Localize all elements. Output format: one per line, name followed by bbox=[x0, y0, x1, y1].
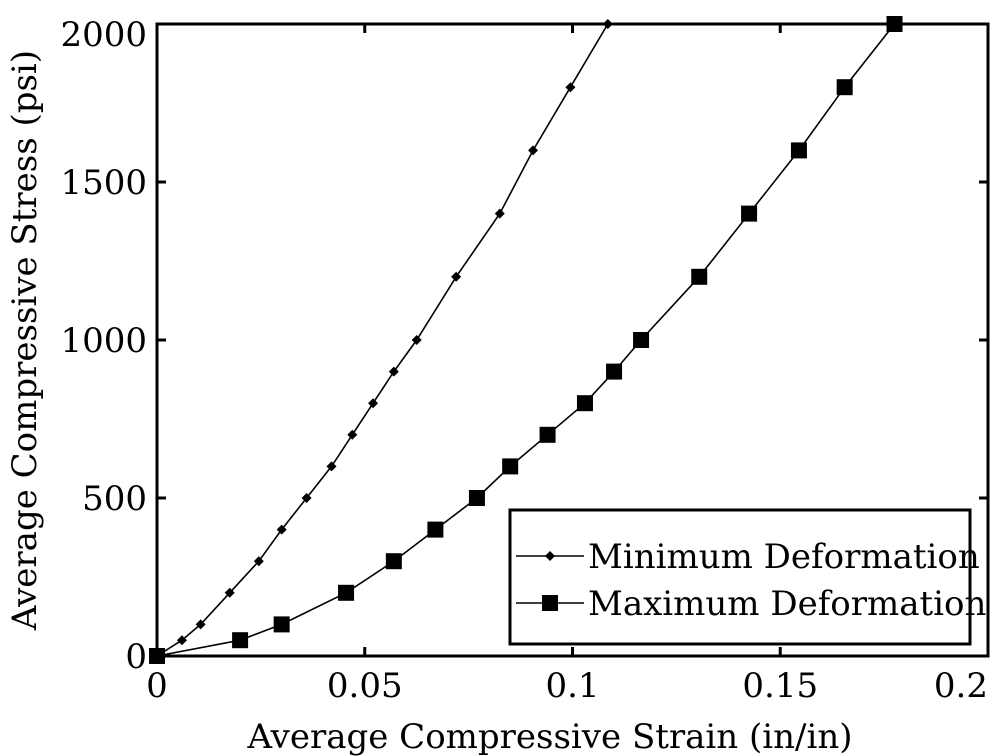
legend: Minimum Deformation Maximum Deformation bbox=[508, 508, 986, 646]
data-point bbox=[338, 584, 355, 601]
data-point bbox=[602, 19, 613, 29]
legend-items: Minimum Deformation Maximum Deformation bbox=[516, 537, 986, 624]
data-point bbox=[528, 145, 539, 156]
legend-item: Maximum Deformation bbox=[516, 584, 986, 624]
legend-box bbox=[508, 508, 972, 646]
data-point bbox=[790, 142, 807, 159]
data-point bbox=[385, 553, 402, 570]
legend-marker bbox=[542, 595, 558, 611]
legend-label: Minimum Deformation bbox=[588, 537, 980, 577]
data-point bbox=[691, 268, 708, 285]
data-point bbox=[633, 332, 650, 348]
y-tick-label: 1000 bbox=[60, 321, 147, 361]
data-point bbox=[451, 271, 462, 282]
data-point bbox=[273, 616, 290, 633]
series-1 bbox=[152, 19, 613, 661]
axis-tick-labels: 0 0.05 0.1 0.15 0.2 0 500 1000 1500 2000 bbox=[60, 15, 988, 706]
data-point bbox=[539, 426, 556, 443]
x-tick-label: 0 bbox=[146, 666, 168, 706]
data-point bbox=[347, 429, 358, 440]
data-point bbox=[368, 398, 379, 409]
x-axis-label: Average Compressive Strain (in/in) bbox=[246, 717, 852, 756]
legend-item: Minimum Deformation bbox=[516, 537, 980, 577]
data-point bbox=[276, 524, 287, 535]
data-point bbox=[836, 79, 853, 96]
x-tick-label: 0.2 bbox=[934, 666, 988, 706]
legend-label: Maximum Deformation bbox=[588, 584, 986, 624]
y-tick-label: 2000 bbox=[60, 15, 147, 55]
data-point bbox=[253, 556, 264, 567]
data-point bbox=[326, 461, 337, 472]
data-point bbox=[886, 16, 903, 32]
y-axis-label: Average Compressive Stress (psi) bbox=[5, 50, 45, 631]
data-point bbox=[468, 490, 485, 506]
x-tick-label: 0.15 bbox=[742, 666, 818, 706]
y-tick-label: 500 bbox=[82, 479, 147, 519]
data-point bbox=[576, 395, 593, 412]
y-tick-label: 1500 bbox=[60, 163, 147, 203]
x-tick-label: 0.05 bbox=[327, 666, 403, 706]
series-layer bbox=[149, 16, 903, 664]
data-point bbox=[195, 619, 206, 630]
y-tick-label: 0 bbox=[125, 637, 147, 677]
x-tick-label: 0.1 bbox=[545, 666, 599, 706]
data-point bbox=[427, 521, 444, 538]
data-point bbox=[565, 82, 576, 93]
series-2 bbox=[149, 16, 903, 664]
legend-marker bbox=[545, 551, 555, 561]
data-point bbox=[232, 632, 249, 649]
data-point bbox=[411, 335, 422, 345]
data-point bbox=[224, 587, 235, 598]
data-point bbox=[606, 363, 623, 380]
data-point bbox=[741, 205, 758, 222]
data-point bbox=[301, 493, 312, 503]
data-point bbox=[149, 648, 165, 664]
data-point bbox=[388, 366, 399, 377]
data-point bbox=[502, 458, 519, 475]
data-point bbox=[176, 635, 187, 646]
data-point bbox=[494, 208, 505, 219]
